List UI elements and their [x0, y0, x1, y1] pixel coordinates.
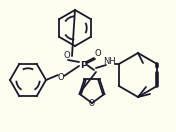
Text: O: O	[64, 51, 70, 60]
Text: O: O	[58, 72, 64, 81]
Text: O: O	[89, 98, 95, 107]
Text: P: P	[80, 60, 86, 70]
Text: NH: NH	[104, 58, 116, 67]
Text: O: O	[95, 50, 101, 58]
